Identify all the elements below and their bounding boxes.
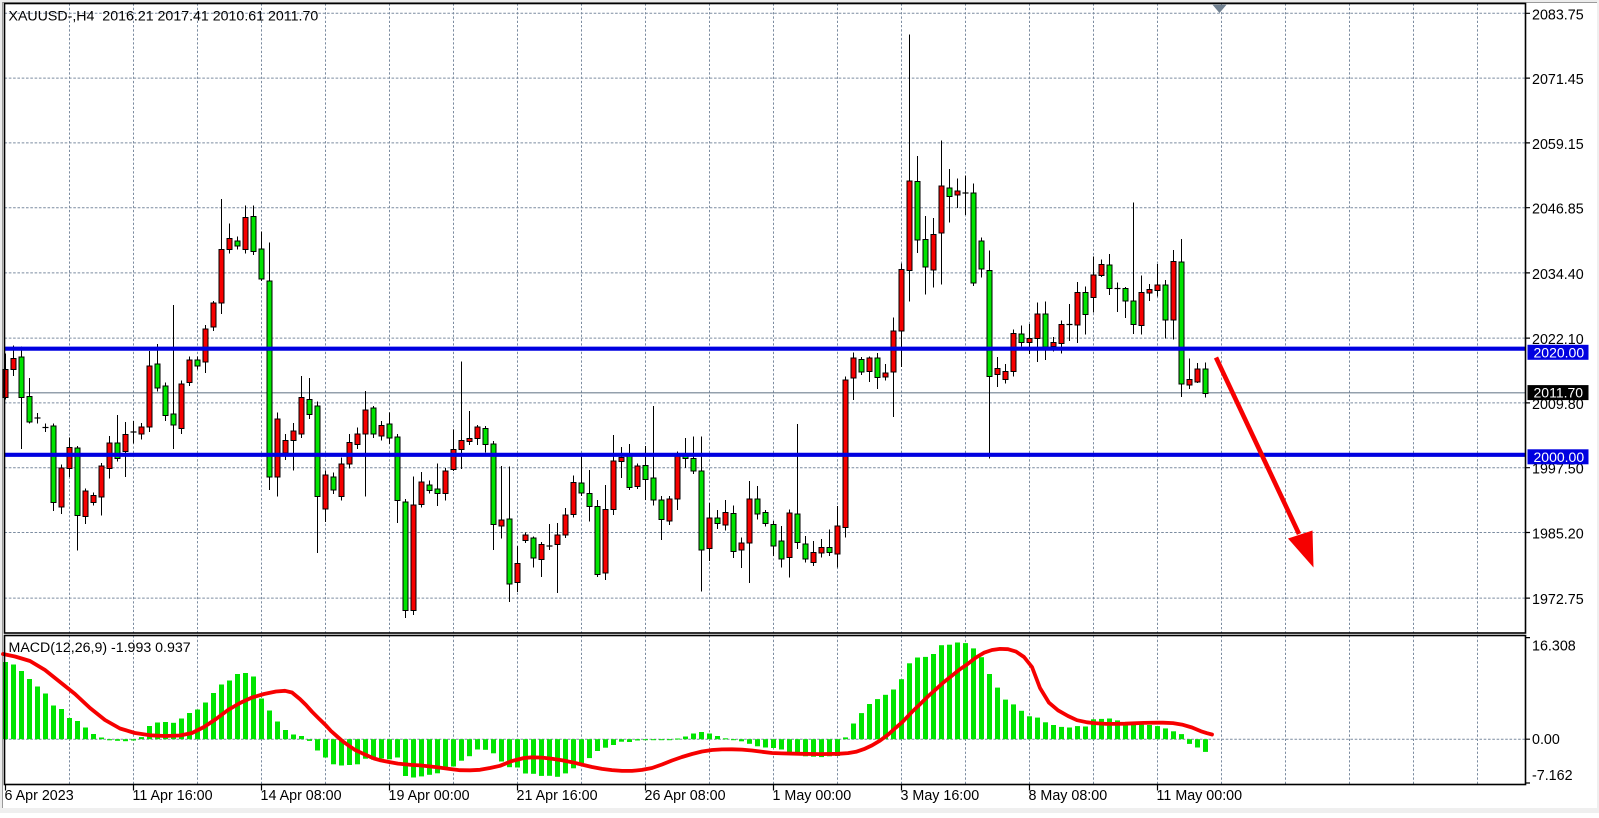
svg-text:2034.40: 2034.40 [1532,267,1584,283]
svg-text:3 May 16:00: 3 May 16:00 [901,788,980,804]
svg-text:16.308: 16.308 [1532,639,1576,655]
svg-text:-7.162: -7.162 [1532,768,1573,784]
svg-text:21 Apr 16:00: 21 Apr 16:00 [517,788,598,804]
svg-text:14 Apr 08:00: 14 Apr 08:00 [261,788,342,804]
svg-text:26 Apr 08:00: 26 Apr 08:00 [645,788,726,804]
svg-text:1972.75: 1972.75 [1532,592,1584,608]
svg-text:2022.10: 2022.10 [1532,332,1584,348]
svg-text:1 May 00:00: 1 May 00:00 [773,788,852,804]
svg-text:11 Apr 16:00: 11 Apr 16:00 [133,788,213,804]
svg-text:2020.00: 2020.00 [1534,344,1585,360]
svg-text:2000.00: 2000.00 [1534,449,1585,465]
svg-text:2083.75: 2083.75 [1532,7,1584,23]
svg-text:8 May 08:00: 8 May 08:00 [1029,788,1108,804]
svg-text:2071.45: 2071.45 [1532,72,1584,88]
svg-text:19 Apr 00:00: 19 Apr 00:00 [389,788,470,804]
svg-text:0.00: 0.00 [1532,732,1560,748]
svg-text:6 Apr 2023: 6 Apr 2023 [5,788,74,804]
svg-text:1985.20: 1985.20 [1532,527,1584,543]
svg-text:2009.80: 2009.80 [1532,397,1584,413]
svg-text:11 May 00:00: 11 May 00:00 [1157,788,1243,804]
svg-text:2059.15: 2059.15 [1532,137,1584,153]
svg-text:2011.70: 2011.70 [1534,385,1584,401]
svg-text:MACD(12,26,9) -1.993 0.937: MACD(12,26,9) -1.993 0.937 [9,640,191,656]
svg-text:1997.50: 1997.50 [1532,462,1584,478]
svg-text:XAUUSD-,H4 2016.21 2017.41 20: XAUUSD-,H4 2016.21 2017.41 2010.61 2011.… [9,9,319,25]
svg-text:2046.85: 2046.85 [1532,202,1584,218]
